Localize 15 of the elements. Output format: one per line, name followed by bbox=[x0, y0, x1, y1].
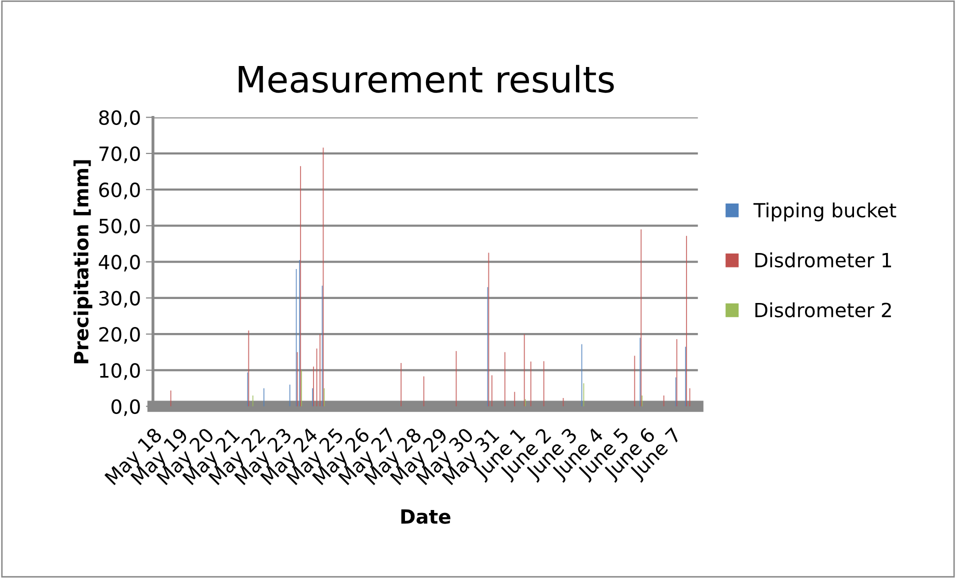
y-tick-label: 10,0 bbox=[100, 363, 140, 380]
y-tick-label: 40,0 bbox=[98, 254, 140, 272]
y-tick-label: 80,0 bbox=[99, 110, 140, 127]
y-tick-label: 70,0 bbox=[99, 146, 140, 164]
legend-label: Tipping bucket bbox=[753, 202, 896, 222]
y-tick-label: 60,0 bbox=[99, 182, 140, 200]
chart-title: Measurement results bbox=[238, 64, 614, 93]
x-axis-title: Date bbox=[401, 509, 450, 524]
y-tick-label: 20,0 bbox=[99, 327, 140, 344]
legend-label: Disdrometer 1 bbox=[755, 252, 892, 268]
y-axis-title: Precipitation [mm] bbox=[73, 160, 92, 364]
y-tick-label: 0,0 bbox=[112, 399, 140, 416]
y-tick-label: 30,0 bbox=[99, 290, 140, 308]
legend-label: Disdrometer 2 bbox=[755, 302, 891, 318]
y-tick-label: 50,0 bbox=[99, 218, 140, 236]
